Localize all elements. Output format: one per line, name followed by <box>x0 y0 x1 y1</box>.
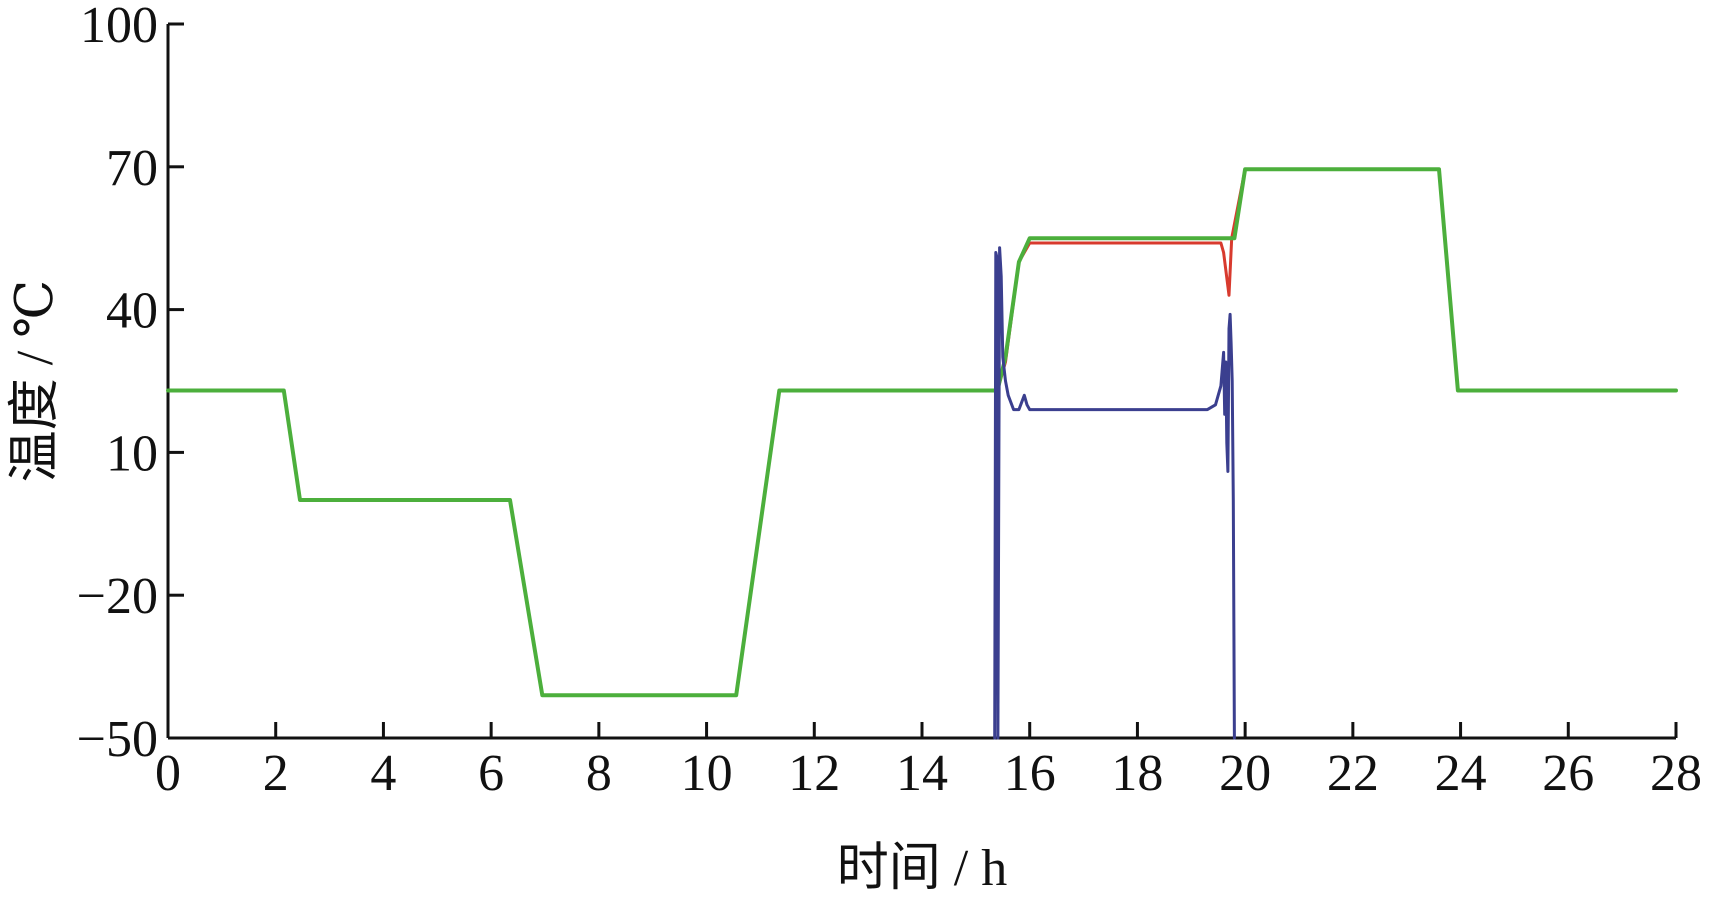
y-axis-title: 温度 / ℃ <box>7 280 64 483</box>
series-line-red <box>166 167 1678 697</box>
x-axis-ticks: 0 2 4 6 8 10 12 14 16 18 20 22 24 26 28 <box>155 722 1702 802</box>
x-tick-label: 8 <box>586 745 612 802</box>
x-axis-title: 时间 / h <box>837 840 1007 897</box>
x-tick-label: 4 <box>370 745 396 802</box>
series-line-green <box>166 167 1678 698</box>
series-lines <box>166 167 1678 740</box>
y-tick-label: −20 <box>77 568 158 625</box>
plot-area: 0 2 4 6 8 10 12 14 16 18 20 22 24 26 28 −50−2010407010… <box>77 0 1702 802</box>
y-tick-label: 100 <box>80 0 158 54</box>
x-tick-label: 20 <box>1219 745 1271 802</box>
x-tick-label: 26 <box>1542 745 1594 802</box>
y-tick-label: 70 <box>106 140 158 197</box>
x-tick-label: 22 <box>1327 745 1379 802</box>
y-tick-label: −50 <box>77 711 158 768</box>
x-tick-label: 10 <box>681 745 733 802</box>
x-tick-label: 18 <box>1111 745 1163 802</box>
x-tick-label: 16 <box>1004 745 1056 802</box>
x-tick-label: 12 <box>788 745 840 802</box>
x-tick-label: 28 <box>1650 745 1702 802</box>
x-tick-label: 24 <box>1435 745 1487 802</box>
x-tick-label: 6 <box>478 745 504 802</box>
x-tick-label: 0 <box>155 745 181 802</box>
x-tick-label: 2 <box>263 745 289 802</box>
y-tick-label: 40 <box>106 283 158 340</box>
y-tick-label: 10 <box>106 425 158 482</box>
x-tick-label: 14 <box>896 745 948 802</box>
series-line-blue <box>993 246 1236 740</box>
y-axis-ticks: −50 −20 10 40 70 100 <box>77 0 184 768</box>
